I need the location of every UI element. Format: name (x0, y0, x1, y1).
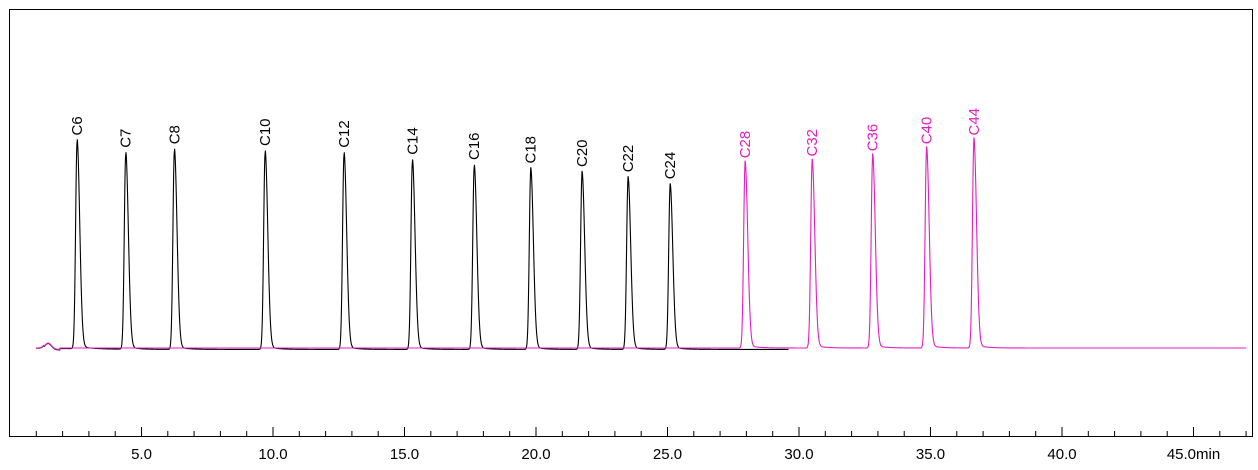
x-axis-tick-labels: 5.0 10.0 15.0 20.0 25.0 30.0 35.0 40.0 45.0min (131, 446, 1220, 463)
peak-label-c18: C18 (523, 136, 540, 164)
peak-label-c12: C12 (336, 120, 353, 148)
x-tick-label: 20.0 (521, 446, 550, 463)
x-tick-label: 25.0 (653, 446, 682, 463)
peak-label-c24: C24 (662, 152, 679, 180)
peak-label-c7: C7 (118, 129, 135, 148)
peak-label-c6: C6 (69, 116, 86, 135)
x-tick-label: 15.0 (390, 446, 419, 463)
x-tick-label: 45.0min (1167, 446, 1220, 463)
plot-frame (9, 9, 1253, 437)
trace-series-2 (36, 137, 1247, 350)
x-tick-label: 35.0 (916, 446, 945, 463)
peak-labels: C6 C7 C8 C10 C12 C14 C16 C18 C20 C22 C24 C28 C32 C36 C… (69, 108, 983, 179)
peak-label-c44: C44 (966, 108, 983, 136)
peak-label-c8: C8 (166, 125, 183, 144)
chromatogram-traces (36, 137, 1247, 351)
x-tick-label: 10.0 (258, 446, 287, 463)
peak-label-c22: C22 (620, 145, 637, 173)
peak-label-c20: C20 (574, 139, 591, 167)
trace-series-1 (36, 139, 789, 351)
x-tick-label: 40.0 (1047, 446, 1076, 463)
peak-label-c40: C40 (919, 117, 936, 145)
peak-label-c28: C28 (737, 131, 754, 159)
x-tick-label: 5.0 (131, 446, 152, 463)
peak-label-c32: C32 (804, 129, 821, 157)
x-tick-label: 30.0 (784, 446, 813, 463)
peak-label-c10: C10 (257, 118, 274, 146)
peak-label-c36: C36 (865, 124, 882, 152)
peak-label-c14: C14 (404, 127, 421, 155)
x-axis-ticks (35, 427, 1247, 436)
peak-label-c16: C16 (466, 132, 483, 160)
